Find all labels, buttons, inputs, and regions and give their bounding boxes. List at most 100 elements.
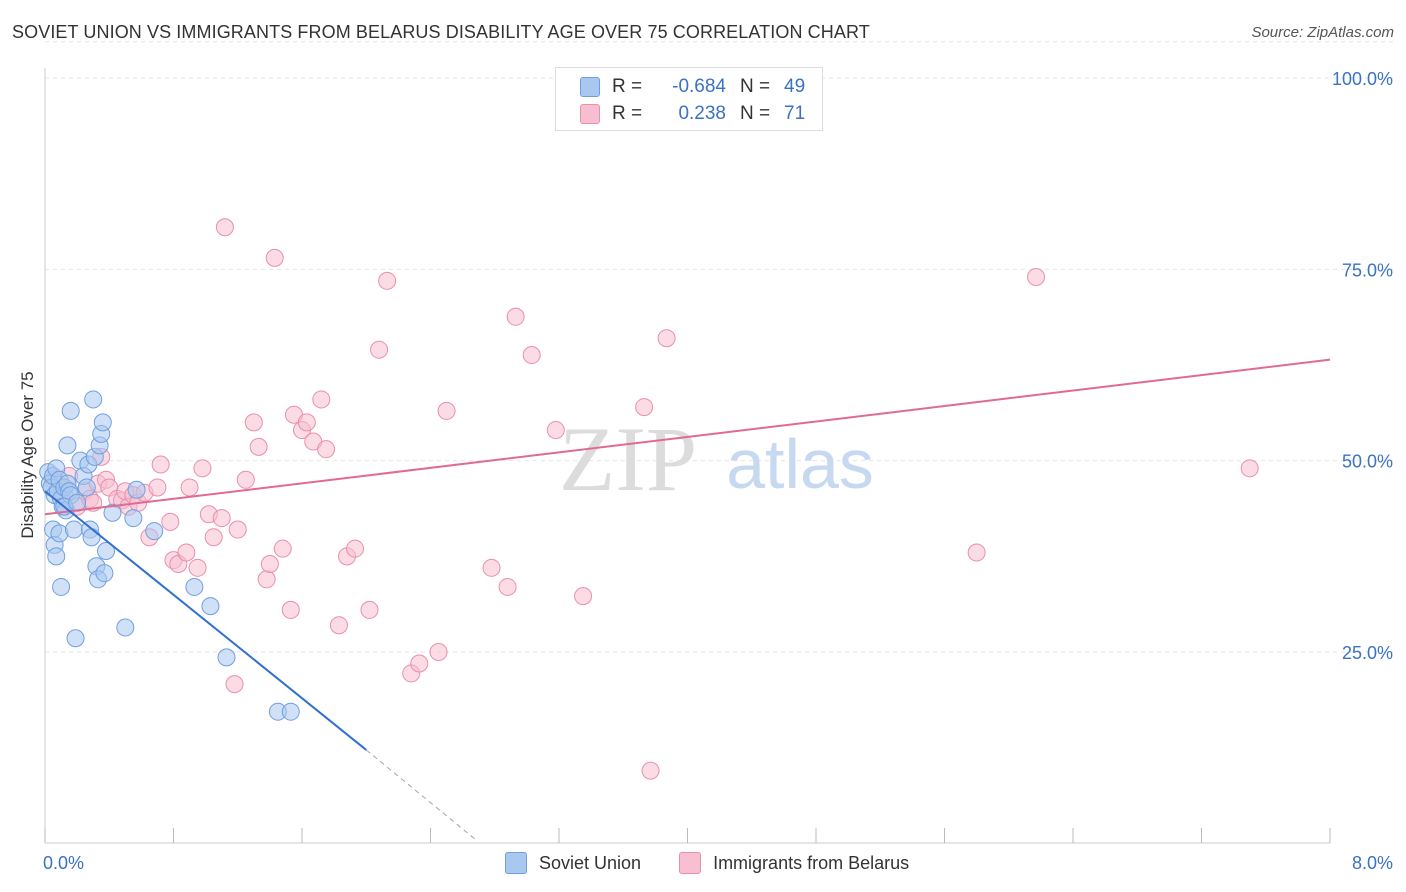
soviet-point — [82, 528, 101, 547]
soviet-point — [64, 520, 83, 539]
series-legend-item-belarus: Immigrants from Belarus — [679, 852, 909, 874]
series-soviet-points — [39, 390, 300, 721]
legend-r-label: R = — [612, 76, 643, 97]
belarus-point — [360, 600, 379, 619]
legend-n-label: N = — [740, 76, 771, 97]
soviet-trend-extension — [365, 749, 476, 840]
belarus-point — [148, 478, 167, 497]
belarus-point — [506, 307, 525, 326]
series-legend: Soviet Union Immigrants from Belarus — [505, 852, 947, 874]
correlation-legend: R = -0.684 N = 49 R = 0.238 N = 71 — [555, 67, 823, 131]
watermark-atlas: atlas — [726, 425, 874, 503]
belarus-point — [180, 478, 199, 497]
belarus-point — [244, 413, 263, 432]
soviet-point — [61, 401, 80, 420]
watermark-zip: ZIP — [559, 408, 697, 510]
belarus-point — [429, 643, 448, 661]
y-axis-label: Disability Age Over 75 — [18, 371, 37, 539]
belarus-point — [498, 577, 517, 596]
belarus-point — [212, 509, 231, 528]
belarus-point — [635, 398, 654, 417]
belarus-point — [641, 761, 660, 780]
source-label: Source: ZipAtlas.com — [1251, 24, 1394, 41]
belarus-point — [204, 528, 223, 547]
legend-n-value: 71 — [784, 103, 806, 124]
soviet-point — [281, 702, 300, 721]
y-tick-label: 25.0% — [1342, 643, 1393, 663]
belarus-point — [297, 413, 316, 432]
belarus-point — [657, 329, 676, 348]
belarus-point — [378, 271, 397, 290]
belarus-trend-line — [44, 358, 1331, 516]
grid-layer — [45, 41, 1395, 653]
series-legend-label-soviet: Soviet Union — [539, 852, 642, 873]
belarus-point — [546, 421, 565, 440]
soviet-point — [103, 503, 122, 522]
legend-r-value: -0.684 — [672, 76, 726, 97]
chart-title: SOVIET UNION VS IMMIGRANTS FROM BELARUS … — [12, 22, 870, 42]
soviet-point — [127, 480, 146, 499]
series-legend-label-belarus: Immigrants from Belarus — [713, 852, 910, 873]
belarus-point — [193, 459, 212, 478]
legend-row-soviet: R = -0.684 N = 49 — [580, 75, 824, 99]
belarus-point — [410, 654, 429, 673]
soviet-point — [66, 629, 85, 648]
belarus-point — [236, 470, 255, 489]
belarus-point — [228, 520, 247, 539]
belarus-point — [437, 401, 456, 420]
tick-labels: 25.0% 50.0% 75.0% 100.0% 0.0% 8.0% — [43, 69, 1393, 873]
soviet-point — [116, 618, 135, 637]
belarus-point — [967, 543, 986, 562]
belarus-point — [260, 554, 279, 573]
soviet-point — [124, 509, 143, 528]
belarus-point — [249, 437, 268, 456]
belarus-point — [312, 390, 331, 409]
belarus-point — [257, 570, 276, 589]
legend-swatch-soviet — [580, 77, 600, 97]
soviet-trend-line — [44, 490, 367, 751]
y-tick-label: 100.0% — [1332, 69, 1393, 89]
x-tick-label: 8.0% — [1352, 853, 1393, 873]
legend-r-label: R = — [612, 103, 643, 124]
series-legend-swatch-soviet — [505, 852, 527, 874]
axis-layer — [44, 68, 1331, 844]
soviet-point — [145, 522, 164, 541]
belarus-point — [482, 558, 501, 577]
belarus-point — [522, 346, 541, 365]
soviet-point — [185, 577, 204, 596]
belarus-point — [574, 587, 593, 606]
soviet-point — [217, 648, 236, 667]
watermark: ZIP atlas — [559, 408, 874, 510]
belarus-point — [329, 616, 348, 635]
belarus-point — [1027, 267, 1046, 286]
belarus-point — [281, 600, 300, 619]
belarus-point — [1240, 459, 1259, 478]
soviet-point — [52, 577, 71, 596]
belarus-point — [273, 539, 292, 558]
belarus-point — [161, 512, 180, 531]
belarus-point — [346, 539, 365, 558]
soviet-point — [84, 390, 103, 409]
belarus-point — [188, 558, 207, 577]
legend-n-label: N = — [740, 103, 771, 124]
belarus-point — [151, 455, 170, 474]
belarus-point — [215, 218, 234, 237]
legend-n-value: 49 — [784, 76, 806, 97]
y-tick-label: 50.0% — [1342, 452, 1393, 472]
belarus-point — [317, 440, 336, 459]
belarus-point — [177, 543, 196, 562]
soviet-point — [47, 547, 66, 566]
soviet-point — [93, 413, 112, 432]
belarus-point — [370, 340, 389, 359]
soviet-point — [77, 478, 96, 497]
belarus-point — [225, 675, 244, 694]
belarus-point — [265, 248, 284, 267]
legend-swatch-belarus — [580, 104, 600, 124]
soviet-point — [201, 597, 220, 616]
trend-lines — [44, 358, 1331, 840]
soviet-point — [95, 564, 114, 583]
series-legend-item-soviet: Soviet Union — [505, 852, 641, 874]
series-legend-swatch-belarus — [679, 852, 702, 874]
legend-row-belarus: R = 0.238 N = 71 — [580, 102, 824, 126]
